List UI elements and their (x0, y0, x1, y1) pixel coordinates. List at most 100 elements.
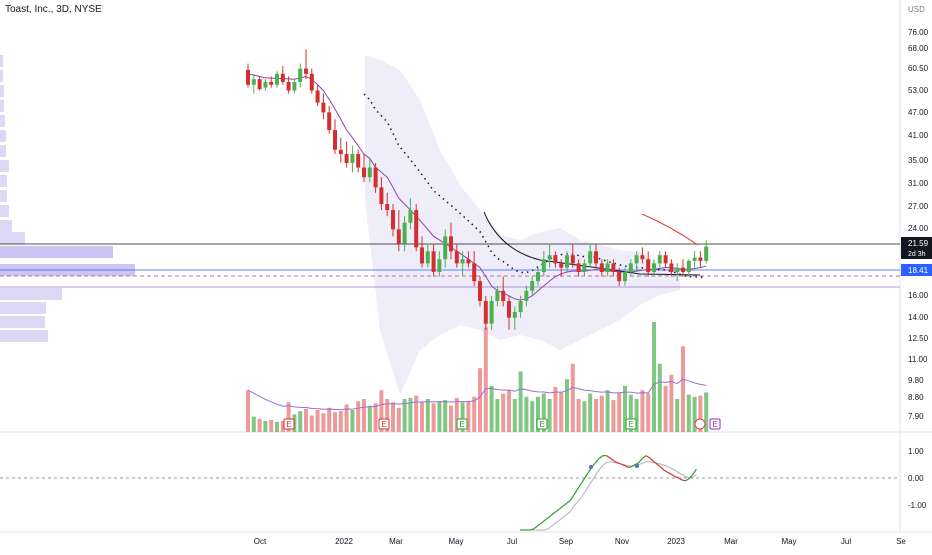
volume-bar (263, 421, 268, 432)
candle-body (321, 102, 326, 113)
volume-bar (628, 394, 633, 432)
macd-line-segment (577, 483, 582, 490)
macd-cross-dot (589, 465, 593, 469)
candle-body (692, 257, 697, 261)
volume-profile-bar (0, 190, 7, 202)
candle-body (246, 69, 250, 85)
volume-bar (338, 411, 343, 432)
volume-bar (623, 385, 627, 432)
volume-bar (565, 379, 569, 432)
candle-body (588, 251, 593, 264)
time-axis-tick: Nov (615, 537, 629, 546)
candle-body (611, 263, 616, 273)
poc-label: 18.41 (908, 266, 929, 275)
candle-body (425, 251, 430, 264)
currency-label: USD (908, 5, 925, 14)
candle-body (704, 246, 709, 261)
volume-bar (298, 411, 303, 432)
volume-bar (315, 410, 320, 432)
volume-bar (576, 399, 581, 432)
volume-bar (304, 408, 308, 432)
volume-profile-bar (0, 302, 46, 314)
volume-bar (536, 396, 540, 432)
volume-bar (686, 394, 691, 432)
candle-body (698, 257, 703, 261)
macd-line-segment (656, 463, 661, 468)
macd-line-segment (649, 457, 654, 462)
earnings-marker-label: E (712, 420, 717, 429)
macd-line-segment (652, 460, 658, 465)
candle-body (495, 290, 500, 302)
volume-bar (559, 392, 564, 432)
candle-body (449, 236, 453, 252)
price-axis-tick: 68.00 (908, 44, 929, 53)
candle-body (333, 130, 337, 150)
volume-bar (425, 399, 430, 432)
macd-line-segment (606, 455, 611, 459)
candle-body (327, 112, 332, 131)
macd-line-segment (659, 466, 665, 471)
volume-bar (385, 399, 390, 432)
candle-body (414, 210, 419, 248)
price-axis-tick: 16.00 (908, 291, 929, 300)
volume-bar (507, 390, 511, 432)
candle-body (263, 81, 268, 88)
candle-body (292, 81, 297, 91)
bollinger-band-cloud (365, 55, 680, 395)
volume-bar (466, 401, 471, 432)
volume-bar (657, 363, 662, 432)
candle-body (559, 263, 564, 268)
volume-bar (646, 393, 651, 432)
volume-bar (675, 399, 680, 432)
dividend-icon (694, 418, 706, 430)
time-axis-tick: Jul (507, 537, 517, 546)
candle-body (379, 187, 384, 205)
candle-body (507, 301, 511, 318)
volume-bar (437, 401, 442, 432)
volume-average-line (247, 378, 707, 411)
time-axis-tick: Oct (254, 537, 267, 546)
candle-body (483, 301, 488, 324)
candle-body (652, 263, 656, 273)
time-axis-tick: Sep (559, 537, 574, 546)
macd-signal-line (520, 461, 697, 531)
candle-body (257, 79, 262, 90)
candle-body (599, 263, 604, 273)
candle-body (675, 267, 680, 273)
earnings-marker-label: E (381, 420, 386, 429)
volume-bar (617, 392, 622, 432)
volume-profile-bar (0, 100, 4, 112)
candle-body (530, 281, 535, 291)
candle-body (634, 255, 639, 264)
macd-line-segment (616, 462, 622, 465)
volume-bar (321, 413, 326, 432)
macd-line-segment (552, 511, 557, 515)
volume-profile-bar (0, 115, 5, 127)
candle-body (454, 251, 459, 264)
candle-body (489, 301, 494, 324)
candle-body (686, 260, 691, 273)
countdown-label: 2d 3h (908, 251, 926, 258)
volume-bar (530, 401, 535, 432)
candle-body (646, 259, 651, 273)
candle-body (605, 263, 610, 273)
volume-bar (681, 346, 685, 432)
candle-body (576, 263, 581, 273)
volume-bar (472, 396, 477, 432)
volume-bar (605, 390, 610, 432)
price-axis-tick: 27.00 (908, 202, 929, 211)
candle-body (565, 255, 569, 268)
candle-body (373, 167, 378, 188)
volume-bar (553, 386, 558, 432)
macd-line-segment (631, 464, 636, 468)
volume-bar (350, 410, 355, 432)
volume-profile-bar (0, 220, 12, 232)
price-axis-tick: 41.00 (908, 131, 929, 140)
volume-bar (547, 399, 552, 432)
price-axis-tick: 7.90 (908, 412, 924, 421)
volume-bar (373, 403, 378, 432)
macd-line-segment (555, 508, 560, 513)
candle-body (396, 229, 401, 244)
